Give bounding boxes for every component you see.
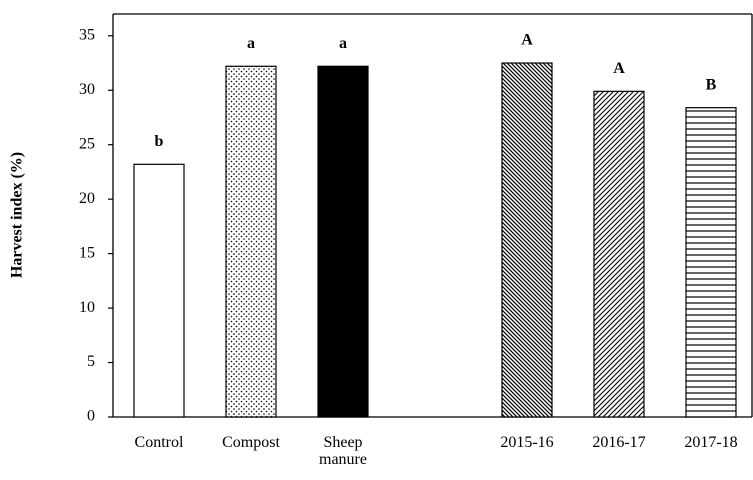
x-tick-label: 2016-17 — [592, 434, 646, 451]
bar — [685, 107, 737, 418]
x-tick-label: Control — [134, 434, 184, 451]
bar — [133, 163, 185, 418]
y-tick-label: 5 — [87, 353, 95, 370]
bar — [317, 65, 369, 418]
significance-letter: a — [339, 35, 347, 52]
y-axis-label: Harvest index (%) — [9, 152, 26, 278]
significance-letter: A — [613, 60, 625, 77]
bar — [501, 62, 553, 418]
bar — [593, 90, 645, 418]
x-tick-label: 2017-18 — [684, 434, 738, 451]
significance-letter: b — [155, 133, 164, 150]
significance-letter: a — [247, 35, 255, 52]
y-tick-label: 20 — [79, 190, 95, 207]
y-tick-label: 0 — [87, 408, 95, 425]
x-tick-label: Compost — [222, 434, 280, 451]
y-tick-label: 35 — [79, 26, 95, 43]
y-tick-label: 10 — [79, 299, 95, 316]
significance-letter: A — [521, 32, 533, 49]
y-tick-label: 25 — [79, 135, 95, 152]
bar — [225, 65, 277, 418]
significance-letter: B — [706, 76, 717, 93]
y-tick-label: 30 — [79, 81, 95, 98]
x-tick-label: 2015-16 — [500, 434, 554, 451]
y-tick-label: 15 — [79, 244, 95, 261]
x-tick-label: Sheep manure — [319, 434, 367, 468]
